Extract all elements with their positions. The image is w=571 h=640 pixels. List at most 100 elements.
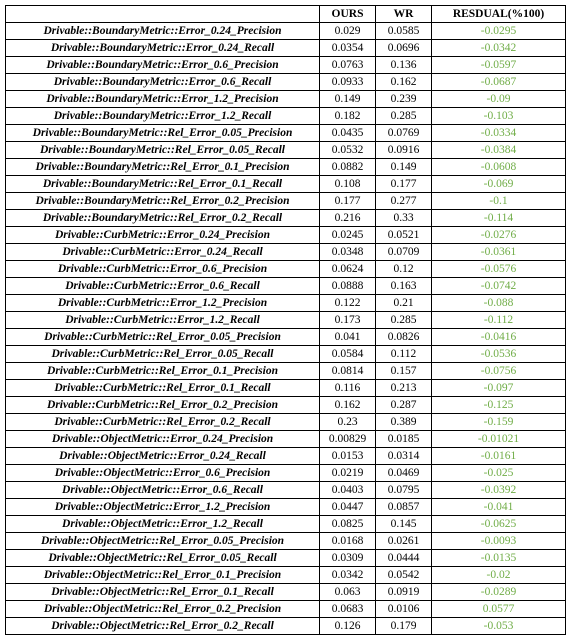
ours-value-cell: 0.122 bbox=[319, 294, 376, 312]
ours-value-cell: 0.126 bbox=[319, 617, 376, 635]
wr-value-cell: 0.162 bbox=[375, 73, 432, 91]
ours-value-cell: 0.0882 bbox=[319, 158, 376, 176]
wr-value-cell: 0.0919 bbox=[375, 583, 432, 601]
ours-value-cell: 0.162 bbox=[319, 396, 376, 414]
wr-value-cell: 0.0444 bbox=[375, 549, 432, 567]
residual-value-cell: -0.0276 bbox=[431, 226, 566, 244]
ours-value-cell: 0.0532 bbox=[319, 141, 376, 159]
metric-name-cell: Drivable::BoundaryMetric::Error_0.6_Prec… bbox=[5, 56, 320, 74]
metric-name-cell: Drivable::CurbMetric::Error_0.6_Precisio… bbox=[5, 260, 320, 278]
wr-value-cell: 0.0542 bbox=[375, 566, 432, 584]
table-row: Drivable::ObjectMetric::Error_0.6_Precis… bbox=[5, 464, 566, 482]
table-row: Drivable::ObjectMetric::Error_0.24_Preci… bbox=[5, 430, 566, 448]
ours-value-cell: 0.0435 bbox=[319, 124, 376, 142]
metric-name-cell: Drivable::BoundaryMetric::Error_0.24_Rec… bbox=[5, 39, 320, 57]
header-row: OURS WR RESDUAL(%100) bbox=[5, 5, 566, 23]
metric-name-cell: Drivable::BoundaryMetric::Rel_Error_0.1_… bbox=[5, 158, 320, 176]
residual-value-cell: -0.0093 bbox=[431, 532, 566, 550]
residual-value-cell: -0.0384 bbox=[431, 141, 566, 159]
residual-value-cell: -0.112 bbox=[431, 311, 566, 329]
wr-value-cell: 0.0261 bbox=[375, 532, 432, 550]
metric-name-cell: Drivable::ObjectMetric::Rel_Error_0.05_P… bbox=[5, 532, 320, 550]
table-row: Drivable::BoundaryMetric::Rel_Error_0.05… bbox=[5, 124, 566, 142]
metric-name-cell: Drivable::CurbMetric::Error_0.24_Precisi… bbox=[5, 226, 320, 244]
ours-value-cell: 0.029 bbox=[319, 22, 376, 40]
metrics-table-container: OURS WR RESDUAL(%100) Drivable::Boundary… bbox=[5, 5, 566, 635]
metric-name-cell: Drivable::CurbMetric::Rel_Error_0.05_Rec… bbox=[5, 345, 320, 363]
metric-name-cell: Drivable::BoundaryMetric::Rel_Error_0.05… bbox=[5, 124, 320, 142]
metric-name-cell: Drivable::ObjectMetric::Rel_Error_0.2_Pr… bbox=[5, 600, 320, 618]
wr-value-cell: 0.285 bbox=[375, 107, 432, 125]
wr-value-cell: 0.0916 bbox=[375, 141, 432, 159]
wr-value-cell: 0.145 bbox=[375, 515, 432, 533]
residual-value-cell: -0.0756 bbox=[431, 362, 566, 380]
header-wr: WR bbox=[375, 5, 432, 23]
ours-value-cell: 0.173 bbox=[319, 311, 376, 329]
residual-value-cell: -0.103 bbox=[431, 107, 566, 125]
metric-name-cell: Drivable::CurbMetric::Rel_Error_0.1_Reca… bbox=[5, 379, 320, 397]
ours-value-cell: 0.149 bbox=[319, 90, 376, 108]
table-row: Drivable::ObjectMetric::Error_1.2_Recall… bbox=[5, 515, 566, 533]
residual-value-cell: -0.0295 bbox=[431, 22, 566, 40]
residual-value-cell: -0.0334 bbox=[431, 124, 566, 142]
metric-name-cell: Drivable::ObjectMetric::Error_1.2_Precis… bbox=[5, 498, 320, 516]
residual-value-cell: -0.0608 bbox=[431, 158, 566, 176]
ours-value-cell: 0.0933 bbox=[319, 73, 376, 91]
ours-value-cell: 0.0348 bbox=[319, 243, 376, 261]
residual-value-cell: -0.125 bbox=[431, 396, 566, 414]
table-row: Drivable::BoundaryMetric::Error_1.2_Reca… bbox=[5, 107, 566, 125]
metric-name-cell: Drivable::BoundaryMetric::Rel_Error_0.05… bbox=[5, 141, 320, 159]
table-row: Drivable::CurbMetric::Rel_Error_0.2_Reca… bbox=[5, 413, 566, 431]
metric-name-cell: Drivable::ObjectMetric::Rel_Error_0.1_Pr… bbox=[5, 566, 320, 584]
metric-name-cell: Drivable::BoundaryMetric::Rel_Error_0.1_… bbox=[5, 175, 320, 193]
residual-value-cell: -0.069 bbox=[431, 175, 566, 193]
ours-value-cell: 0.00829 bbox=[319, 430, 376, 448]
table-row: Drivable::CurbMetric::Error_0.24_Precisi… bbox=[5, 226, 566, 244]
table-row: Drivable::CurbMetric::Rel_Error_0.2_Prec… bbox=[5, 396, 566, 414]
residual-value-cell: -0.0342 bbox=[431, 39, 566, 57]
residual-value-cell: -0.0289 bbox=[431, 583, 566, 601]
table-row: Drivable::BoundaryMetric::Error_0.6_Prec… bbox=[5, 56, 566, 74]
wr-value-cell: 0.163 bbox=[375, 277, 432, 295]
metric-name-cell: Drivable::BoundaryMetric::Error_1.2_Reca… bbox=[5, 107, 320, 125]
metrics-table: OURS WR RESDUAL(%100) Drivable::Boundary… bbox=[5, 5, 566, 635]
header-residual: RESDUAL(%100) bbox=[431, 5, 566, 23]
wr-value-cell: 0.149 bbox=[375, 158, 432, 176]
wr-value-cell: 0.0585 bbox=[375, 22, 432, 40]
wr-value-cell: 0.0795 bbox=[375, 481, 432, 499]
ours-value-cell: 0.0814 bbox=[319, 362, 376, 380]
residual-value-cell: -0.0161 bbox=[431, 447, 566, 465]
residual-value-cell: -0.041 bbox=[431, 498, 566, 516]
residual-value-cell: -0.097 bbox=[431, 379, 566, 397]
wr-value-cell: 0.112 bbox=[375, 345, 432, 363]
ours-value-cell: 0.0309 bbox=[319, 549, 376, 567]
ours-value-cell: 0.216 bbox=[319, 209, 376, 227]
wr-value-cell: 0.285 bbox=[375, 311, 432, 329]
table-row: Drivable::CurbMetric::Rel_Error_0.1_Prec… bbox=[5, 362, 566, 380]
header-metric bbox=[5, 5, 320, 23]
ours-value-cell: 0.0447 bbox=[319, 498, 376, 516]
ours-value-cell: 0.0825 bbox=[319, 515, 376, 533]
table-row: Drivable::CurbMetric::Error_1.2_Precisio… bbox=[5, 294, 566, 312]
wr-value-cell: 0.179 bbox=[375, 617, 432, 635]
wr-value-cell: 0.0857 bbox=[375, 498, 432, 516]
wr-value-cell: 0.0826 bbox=[375, 328, 432, 346]
table-row: Drivable::CurbMetric::Rel_Error_0.05_Pre… bbox=[5, 328, 566, 346]
wr-value-cell: 0.0106 bbox=[375, 600, 432, 618]
metric-name-cell: Drivable::BoundaryMetric::Rel_Error_0.2_… bbox=[5, 192, 320, 210]
metric-name-cell: Drivable::CurbMetric::Rel_Error_0.2_Prec… bbox=[5, 396, 320, 414]
residual-value-cell: -0.0597 bbox=[431, 56, 566, 74]
residual-value-cell: -0.0536 bbox=[431, 345, 566, 363]
ours-value-cell: 0.23 bbox=[319, 413, 376, 431]
ours-value-cell: 0.0342 bbox=[319, 566, 376, 584]
metric-name-cell: Drivable::BoundaryMetric::Error_0.6_Reca… bbox=[5, 73, 320, 91]
ours-value-cell: 0.063 bbox=[319, 583, 376, 601]
ours-value-cell: 0.116 bbox=[319, 379, 376, 397]
metric-name-cell: Drivable::CurbMetric::Error_0.24_Recall bbox=[5, 243, 320, 261]
residual-value-cell: -0.02 bbox=[431, 566, 566, 584]
wr-value-cell: 0.389 bbox=[375, 413, 432, 431]
ours-value-cell: 0.0354 bbox=[319, 39, 376, 57]
table-row: Drivable::BoundaryMetric::Rel_Error_0.05… bbox=[5, 141, 566, 159]
table-row: Drivable::BoundaryMetric::Error_0.24_Pre… bbox=[5, 22, 566, 40]
table-row: Drivable::BoundaryMetric::Rel_Error_0.1_… bbox=[5, 158, 566, 176]
